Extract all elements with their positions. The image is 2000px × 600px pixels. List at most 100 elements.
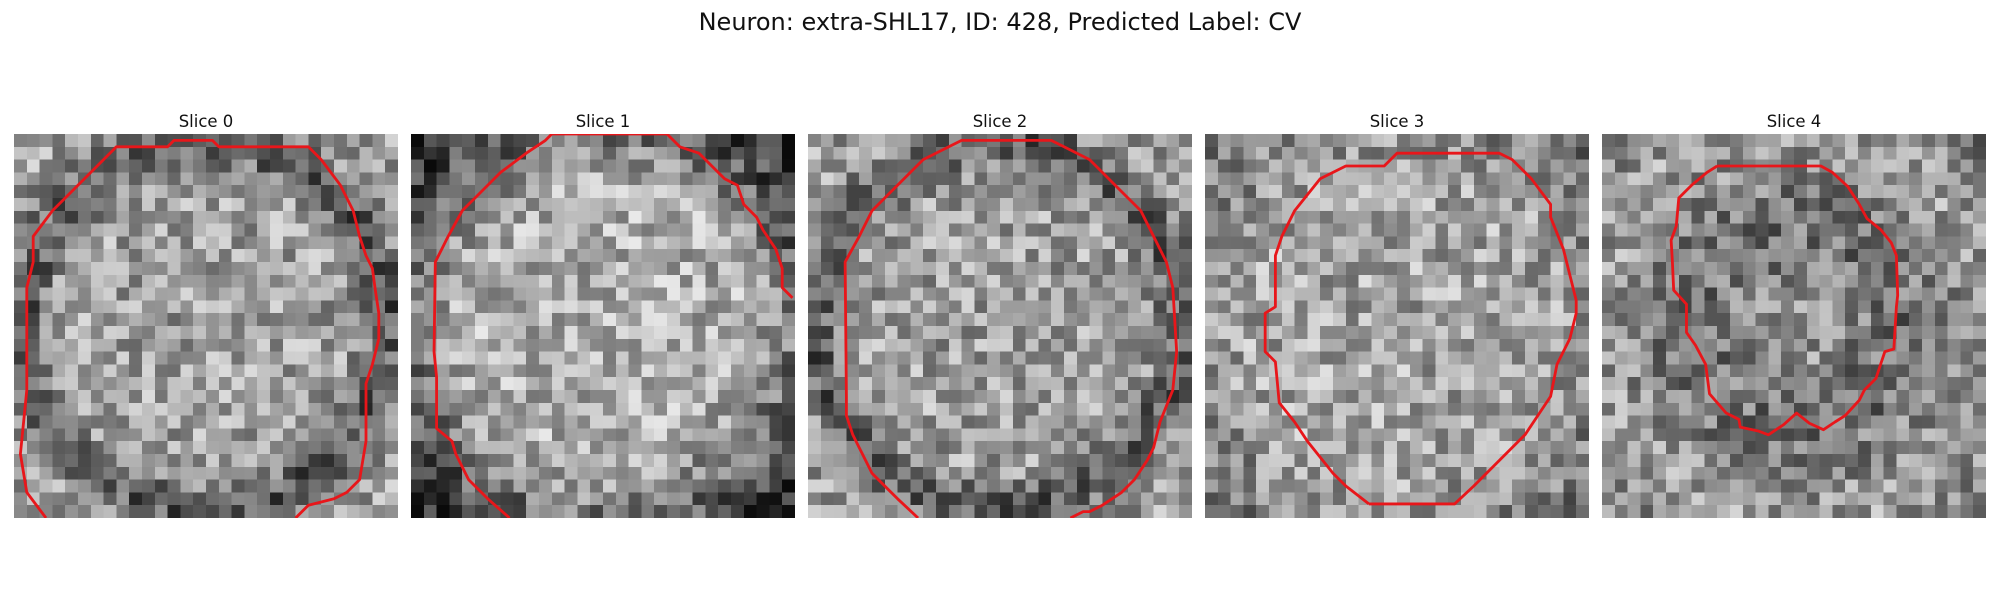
pixel [1922, 377, 1936, 391]
pixel [308, 274, 322, 288]
pixel [1140, 402, 1154, 416]
pixel [1115, 428, 1129, 442]
pixel [526, 134, 540, 148]
pixel [462, 300, 476, 314]
pixel [1870, 402, 1884, 416]
pixel [1230, 159, 1244, 173]
pixel [731, 223, 745, 237]
pixel [334, 236, 348, 250]
pixel [500, 351, 514, 365]
pixel [731, 313, 745, 327]
pixel [334, 415, 348, 429]
pixel [1000, 223, 1014, 237]
pixel [1947, 249, 1961, 263]
pixel [1025, 146, 1039, 160]
pixel [1461, 223, 1475, 237]
pixel [449, 198, 463, 212]
pixel [564, 377, 578, 391]
pixel [1358, 262, 1372, 276]
pixel [1576, 415, 1589, 429]
pixel [1397, 377, 1411, 391]
pixel [808, 428, 822, 442]
pixel [948, 249, 962, 263]
pixel [1973, 313, 1986, 327]
pixel [1563, 441, 1577, 455]
pixel [1358, 479, 1372, 493]
pixel [1384, 313, 1398, 327]
pixel [142, 402, 156, 416]
pixel [1973, 236, 1986, 250]
pixel [282, 326, 296, 340]
pixel [1922, 159, 1936, 173]
pixel [295, 300, 309, 314]
pixel [603, 313, 617, 327]
pixel [1358, 172, 1372, 186]
pixel [1217, 300, 1231, 314]
pixel [1371, 262, 1385, 276]
pixel [513, 415, 527, 429]
pixel [1640, 351, 1654, 365]
pixel [1691, 415, 1705, 429]
pixel [833, 274, 847, 288]
pixel [1128, 185, 1142, 199]
pixel [206, 262, 220, 276]
pixel [910, 364, 924, 378]
pixel [346, 415, 360, 429]
pixel [1730, 262, 1744, 276]
pixel [961, 146, 975, 160]
pixel [423, 428, 437, 442]
pixel [1909, 249, 1923, 263]
pixel [1294, 300, 1308, 314]
pixel [1614, 223, 1628, 237]
pixel [1205, 313, 1219, 327]
pixel [1064, 134, 1078, 148]
pixel [1205, 287, 1219, 301]
pixel [590, 505, 604, 518]
pixel [1179, 249, 1192, 263]
pixel [385, 402, 398, 416]
pixel [116, 492, 130, 506]
pixel [1768, 466, 1782, 480]
pixel [1128, 134, 1142, 148]
pixel [1115, 262, 1129, 276]
pixel [65, 236, 79, 250]
pixel [1666, 351, 1680, 365]
pixel [1819, 364, 1833, 378]
pixel [897, 505, 911, 518]
pixel [1883, 351, 1897, 365]
pixel [1333, 249, 1347, 263]
pixel [231, 454, 245, 468]
pixel [270, 262, 284, 276]
pixel [1307, 466, 1321, 480]
pixel [603, 159, 617, 173]
pixel [1064, 249, 1078, 263]
pixel [1934, 415, 1948, 429]
pixel [641, 313, 655, 327]
pixel [487, 262, 501, 276]
pixel [1102, 210, 1116, 224]
pixel [218, 441, 232, 455]
pixel [692, 505, 706, 518]
pixel [359, 134, 373, 148]
pixel [270, 185, 284, 199]
pixel [679, 134, 693, 148]
pixel [1806, 134, 1820, 148]
pixel [961, 198, 975, 212]
pixel [1883, 210, 1897, 224]
pixel [142, 249, 156, 263]
pixel [1256, 390, 1270, 404]
pixel [1422, 185, 1436, 199]
pixel [718, 479, 732, 493]
pixel [679, 274, 693, 288]
pixel [78, 313, 92, 327]
pixel [1345, 210, 1359, 224]
pixel [385, 415, 398, 429]
pixel [218, 262, 232, 276]
pixel [1768, 172, 1782, 186]
pixel [820, 377, 834, 391]
pixel [1691, 377, 1705, 391]
pixel [1934, 300, 1948, 314]
pixel [359, 300, 373, 314]
pixel [1768, 262, 1782, 276]
pixel [1358, 313, 1372, 327]
